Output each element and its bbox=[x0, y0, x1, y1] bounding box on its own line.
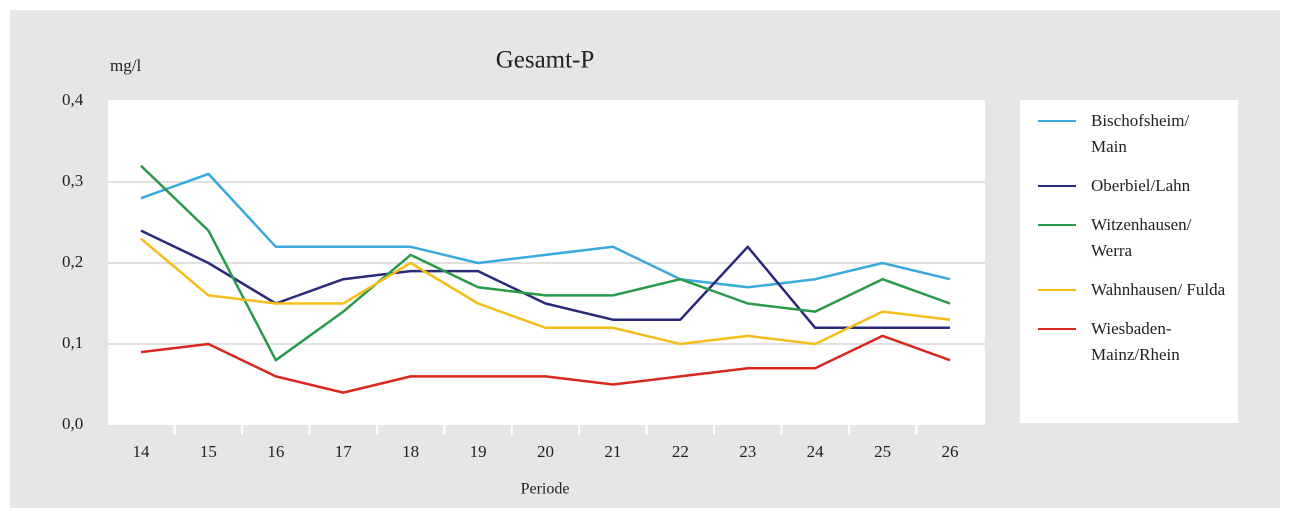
legend-item: Bischofsheim/ Main bbox=[1038, 108, 1238, 160]
y-tick-label: 0,0 bbox=[62, 414, 83, 433]
legend-label: Wahnhausen/ Fulda bbox=[1091, 280, 1226, 299]
x-tick-label: 17 bbox=[335, 442, 353, 461]
x-tick-label: 20 bbox=[537, 442, 554, 461]
legend-item: Witzenhausen/ Werra bbox=[1038, 212, 1238, 264]
legend-label: Witzenhausen/ Werra bbox=[1091, 215, 1192, 260]
x-tick-label: 21 bbox=[604, 442, 621, 461]
legend-swatch bbox=[1038, 224, 1076, 226]
x-tick-label: 25 bbox=[874, 442, 891, 461]
x-tick-label: 14 bbox=[133, 442, 151, 461]
x-tick-label: 23 bbox=[739, 442, 756, 461]
x-tick-label: 26 bbox=[942, 442, 959, 461]
y-axis-label: mg/l bbox=[110, 56, 141, 75]
x-tick-label: 24 bbox=[807, 442, 825, 461]
x-tick-label: 16 bbox=[267, 442, 284, 461]
x-axis-label: Periode bbox=[521, 481, 570, 498]
legend-item: Oberbiel/Lahn bbox=[1038, 173, 1238, 199]
legend-item: Wahnhausen/ Fulda bbox=[1038, 277, 1238, 303]
series-line bbox=[140, 172, 951, 289]
legend-label: Wiesbaden-Mainz/Rhein bbox=[1091, 319, 1180, 364]
series-line bbox=[140, 237, 951, 346]
legend-swatch bbox=[1038, 328, 1076, 330]
legend-label: Oberbiel/Lahn bbox=[1091, 176, 1191, 195]
x-tick-label: 15 bbox=[200, 442, 217, 461]
legend-swatch bbox=[1038, 289, 1076, 291]
legend-swatch bbox=[1038, 185, 1076, 187]
x-tick-label: 19 bbox=[470, 442, 487, 461]
legend-label: Bischofsheim/ Main bbox=[1091, 111, 1190, 156]
series-line bbox=[140, 334, 951, 394]
legend-item: Wiesbaden-Mainz/Rhein bbox=[1038, 316, 1238, 368]
legend-swatch bbox=[1038, 120, 1076, 122]
y-tick-label: 0,1 bbox=[62, 333, 83, 352]
x-tick-label: 22 bbox=[672, 442, 689, 461]
legend: Bischofsheim/ Main Oberbiel/Lahn Witzenhau… bbox=[1020, 100, 1238, 423]
chart-title: Gesamt-P bbox=[496, 47, 595, 74]
y-tick-label: 0,4 bbox=[62, 90, 84, 109]
series-line bbox=[140, 164, 951, 362]
y-tick-label: 0,2 bbox=[62, 252, 83, 271]
x-tick-label: 18 bbox=[402, 442, 419, 461]
y-tick-label: 0,3 bbox=[62, 171, 83, 190]
